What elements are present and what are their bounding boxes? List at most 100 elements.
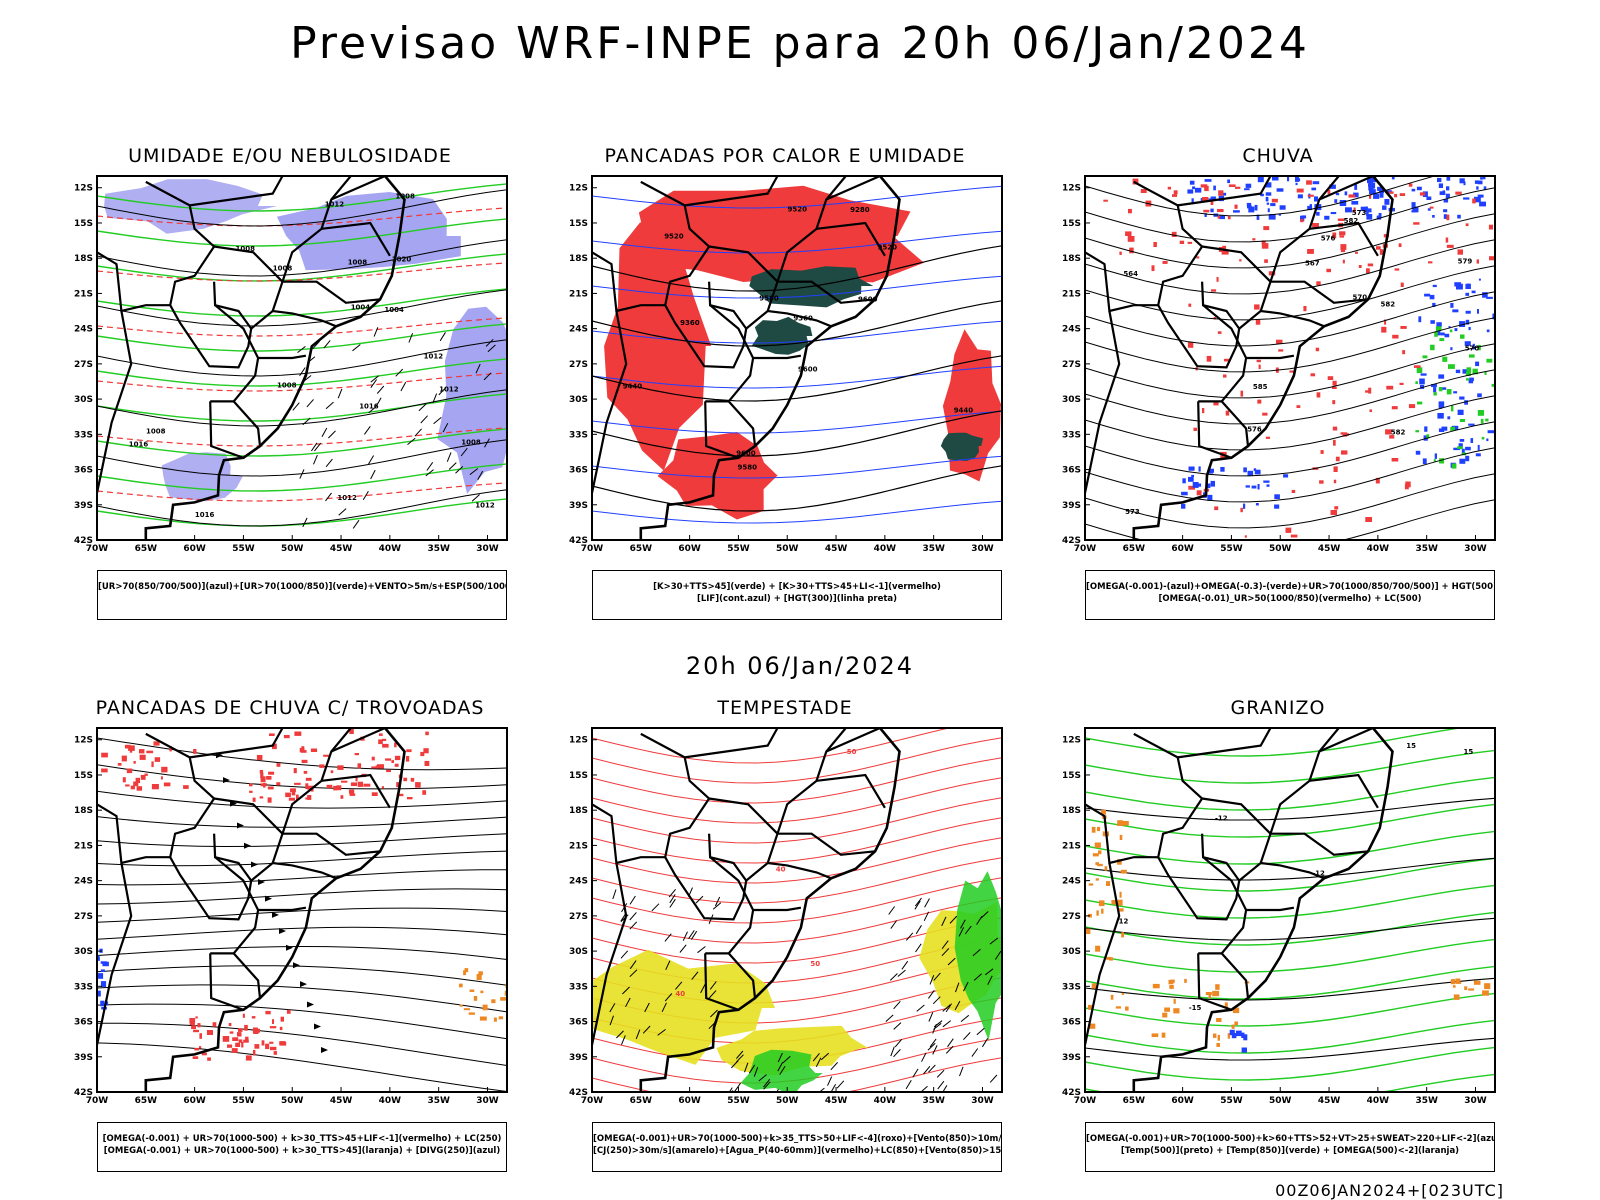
wind-vector [949,915,958,924]
map-granizo: -12 -12 -15 15 15 12 12S 15S 18S 21S 24S 27S 30S 33S 3… [1062,727,1496,1106]
rain-area [1255,320,1261,325]
omega-area [1367,179,1373,183]
omega-area [1432,302,1436,307]
omega-area [1453,391,1458,394]
thunderstorm-area [125,784,130,787]
wind-vector [665,960,671,971]
omega-area [1324,215,1330,220]
thunderstorm-area [161,766,168,773]
rain-area [1200,184,1208,188]
rain-area [1446,214,1450,221]
contour-label: 567 [1305,259,1320,267]
rain-area [1290,534,1298,538]
contour-label: 9440 [954,406,974,414]
contour-label: 12 [1119,918,1129,926]
wind-vector [325,458,333,468]
omega500-area [1106,881,1111,886]
thunderstorm-orange-area [459,1004,463,1007]
rain-area [1455,191,1462,195]
rain-area [1402,350,1406,355]
strong-omega-area [1449,329,1453,333]
wind-vector [947,1038,954,1048]
thunderstorm-area [235,1042,241,1047]
rain-area [1389,435,1395,439]
panel-title: GRANIZO [1230,697,1326,719]
rain-area [1187,342,1194,348]
wind-vector [418,403,427,412]
rain-area [1127,236,1135,242]
thunderstorm-area [238,1028,243,1032]
wind-vector [455,466,464,474]
wind-vector [736,1050,744,1059]
omega-area [1415,450,1421,455]
wind-vector [753,1067,759,1077]
wind-vector [915,943,922,953]
omega-area [1278,213,1282,216]
lat-tick-label: 27S [569,912,588,922]
temp500-contour [1085,977,1495,1001]
border-line [97,180,216,313]
lat-tick-label: 42S [74,536,93,546]
wind-vector [438,387,447,396]
thunderstorm-area [355,776,358,782]
omega-area [1436,322,1442,327]
omega-area [1432,284,1437,288]
thunderstorm-area [199,1046,202,1049]
rain-area [1261,243,1269,249]
omega-area [1476,186,1479,190]
lat-tick-label: 15S [74,219,93,229]
lif-contour [592,275,1002,299]
lon-tick-label: 30W [1464,1096,1487,1106]
omega500-area [1234,1021,1238,1026]
wind-vector [297,346,306,353]
humidity-area [276,192,461,271]
rain-area [1399,193,1406,196]
thunderstorm-area [285,792,291,798]
rain-area [1327,376,1334,380]
hgt500-contour [1085,291,1495,347]
map-layers: 9580958096009600960095209520952094409440… [592,176,1002,540]
rain-area [1306,180,1312,185]
streamline [97,850,507,867]
omega500-area [1468,988,1475,991]
contour-label: 9520 [788,206,808,214]
rain-area [1217,209,1224,213]
thunderstorm-area [194,1047,200,1051]
wind-vector [916,1004,925,1012]
wind-vector [414,428,422,437]
thunderstorm-area [333,785,338,791]
rain-area [1339,231,1346,236]
border-line [1259,280,1369,312]
thunderstorm-area [267,786,274,790]
thunderstorm-area [140,774,146,780]
wind-vector [963,1032,971,1041]
coastline [1132,728,1394,1092]
rain-area [1218,190,1224,196]
wind-vector [734,1082,741,1092]
omega-area [1436,330,1441,336]
strong-omega-area [1460,334,1465,339]
border-line [271,832,381,864]
instability-area [604,222,712,471]
omega-area [1454,328,1458,332]
omega-area [1245,183,1252,188]
humidity-contour [97,428,507,457]
omega-area [1295,176,1299,182]
omega-area [1182,478,1186,484]
omega-area [1210,208,1214,213]
omega500-area [1101,908,1104,914]
border-line [330,176,386,201]
thunderstorm-area [229,1031,234,1034]
thunderstorm-area [207,1057,211,1061]
border-line [1085,310,1121,494]
omega-area [1391,177,1395,180]
lat-tick-label: 36S [569,466,588,476]
rain-area [1488,224,1493,230]
wind-vector [708,990,717,999]
hgt500-contour [1085,265,1495,321]
map-frame [96,727,508,1093]
thunderstorm-area [354,753,359,756]
lon-tick-label: 50W [776,1096,799,1106]
lat-tick-label: 24S [74,325,93,335]
omega500-area [1455,978,1461,984]
